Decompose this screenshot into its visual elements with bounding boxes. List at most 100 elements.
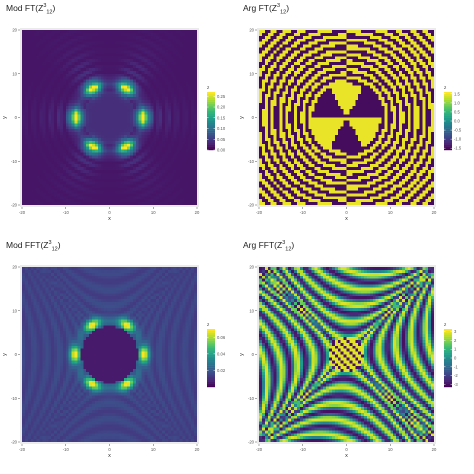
heatmap-cell	[153, 155, 157, 159]
heatmap-cell	[100, 62, 104, 66]
heatmap-cell	[144, 175, 148, 179]
heatmap-cell	[124, 102, 128, 106]
heatmap-cell	[132, 117, 136, 121]
heatmap-cell	[121, 196, 125, 200]
heatmap-cell	[302, 149, 306, 153]
heatmap-cell	[22, 193, 26, 197]
heatmap-cell	[188, 41, 192, 45]
heatmap-cell	[62, 67, 66, 71]
heatmap-cell	[48, 123, 52, 127]
heatmap-cell	[112, 196, 116, 200]
heatmap-cell	[132, 135, 136, 139]
heatmap-cell	[147, 135, 151, 139]
heatmap-cell	[320, 152, 324, 156]
heatmap-cell	[270, 143, 274, 147]
heatmap-cell	[188, 53, 192, 57]
heatmap-cell	[285, 202, 289, 206]
heatmap-cell	[36, 70, 40, 74]
heatmap-cell	[259, 181, 263, 185]
heatmap-cell	[314, 161, 318, 165]
heatmap-cell	[294, 123, 298, 127]
heatmap-cell	[311, 140, 315, 144]
heatmap-cell	[270, 181, 274, 185]
heatmap-cell	[80, 135, 84, 139]
heatmap-cell	[176, 108, 180, 112]
heatmap-cell	[62, 97, 66, 101]
heatmap-cell	[65, 120, 69, 124]
heatmap-cell	[296, 146, 300, 150]
heatmap-cell	[74, 38, 78, 42]
heatmap-cell	[138, 129, 142, 133]
heatmap-cell	[59, 178, 63, 182]
heatmap-cell	[57, 91, 61, 95]
heatmap-cell	[121, 120, 125, 124]
heatmap-cell	[127, 100, 131, 104]
heatmap-cell	[162, 196, 166, 200]
heatmap-cell	[71, 50, 75, 54]
heatmap-cell	[305, 82, 309, 86]
heatmap-cell	[92, 117, 96, 121]
heatmap-cell	[144, 184, 148, 188]
heatmap-cell	[291, 196, 295, 200]
heatmap-cell	[24, 164, 28, 168]
heatmap-cell	[294, 155, 298, 159]
heatmap-cell	[311, 47, 315, 51]
heatmap-cell	[305, 196, 309, 200]
heatmap-cell	[279, 199, 283, 203]
heatmap-cell	[150, 105, 154, 109]
heatmap-cell	[170, 164, 174, 168]
heatmap-cell	[86, 102, 90, 106]
heatmap-cell	[68, 108, 72, 112]
heatmap-cell	[24, 175, 28, 179]
heatmap-cell	[54, 175, 58, 179]
heatmap-cell	[185, 132, 189, 136]
heatmap-cell	[100, 91, 104, 95]
heatmap-cell	[141, 59, 145, 63]
heatmap-cell	[118, 79, 122, 83]
heatmap-cell	[77, 155, 81, 159]
heatmap-cell	[179, 102, 183, 106]
heatmap-cell	[106, 88, 110, 92]
heatmap-cell	[153, 76, 157, 80]
heatmap-cell	[115, 85, 119, 89]
heatmap-cell	[279, 193, 283, 197]
heatmap-cell	[36, 187, 40, 191]
heatmap-cell	[94, 123, 98, 127]
heatmap-cell	[179, 56, 183, 60]
heatmap-cell	[294, 105, 298, 109]
heatmap-cell	[185, 82, 189, 86]
heatmap-cell	[144, 135, 148, 139]
heatmap-cell	[270, 30, 274, 34]
heatmap-cell	[124, 193, 128, 197]
heatmap-cell	[179, 41, 183, 45]
heatmap-cell	[270, 184, 274, 188]
heatmap-cell	[162, 164, 166, 168]
heatmap-cell	[302, 100, 306, 104]
heatmap-cell	[285, 41, 289, 45]
heatmap-cell	[92, 152, 96, 156]
heatmap-cell	[147, 85, 151, 89]
heatmap-cell	[51, 120, 55, 124]
heatmap-cell	[150, 175, 154, 179]
heatmap-cell	[65, 79, 69, 83]
heatmap-cell	[176, 120, 180, 124]
heatmap-cell	[302, 102, 306, 106]
heatmap-cell	[153, 67, 157, 71]
heatmap-cell	[279, 120, 283, 124]
heatmap-cell	[314, 114, 318, 118]
heatmap-cell	[267, 67, 271, 71]
heatmap-cell	[22, 111, 26, 115]
heatmap-cell	[311, 143, 315, 147]
heatmap-cell	[121, 167, 125, 171]
heatmap-cell	[115, 137, 119, 141]
heatmap-cell	[42, 82, 46, 86]
heatmap-cell	[83, 50, 87, 54]
heatmap-cell	[77, 143, 81, 147]
heatmap-cell	[59, 120, 63, 124]
heatmap-cell	[264, 32, 268, 36]
heatmap-cell	[118, 91, 122, 95]
legend-tick-label: 0.15	[217, 115, 226, 120]
heatmap-cell	[188, 137, 192, 141]
heatmap-cell	[314, 91, 318, 95]
heatmap-cell	[314, 126, 318, 130]
